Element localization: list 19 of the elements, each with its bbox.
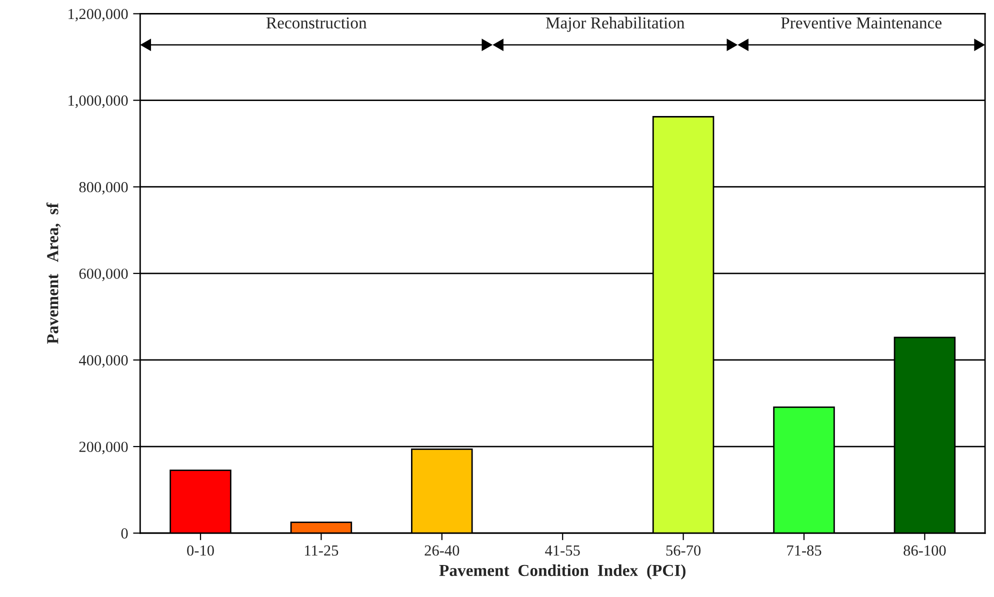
y-tick-label: 600,000 <box>79 268 128 282</box>
annotation: Reconstruction <box>266 17 367 29</box>
y-tick-label: 0 <box>121 528 128 539</box>
x-tick-label: 56-70 <box>666 545 701 556</box>
y-axis-title: Pavement Area, sf <box>46 202 61 344</box>
x-tick-label: 71-85 <box>787 545 822 556</box>
y-tick-label: 800,000 <box>79 182 128 195</box>
annotation: Preventive Maintenance <box>781 17 942 29</box>
x-tick-label: 11-25 <box>305 545 338 556</box>
x-tick-label: 41-55 <box>545 545 580 556</box>
x-tick-label: 0-10 <box>187 545 214 556</box>
x-tick-label: 86-100 <box>904 545 946 556</box>
y-tick-label: 1,000,000 <box>68 95 128 108</box>
y-tick-label: 200,000 <box>79 442 128 454</box>
x-axis-title: Pavement Condition Index (PCI) <box>439 564 686 580</box>
annotation: Major Rehabilitation <box>546 16 685 32</box>
y-tick-label: 400,000 <box>78 355 128 368</box>
x-tick-label: 26-40 <box>424 545 460 556</box>
y-tick-label: 1,200,000 <box>68 8 128 22</box>
